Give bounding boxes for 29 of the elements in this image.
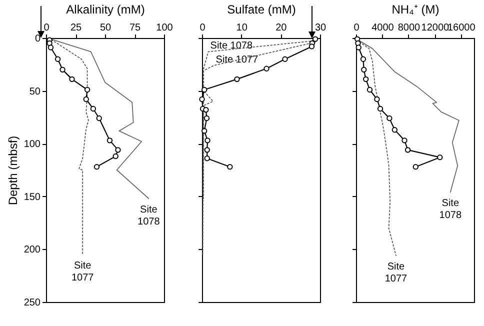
y-tick-label: 100 [24,139,41,150]
series-label: Site 1078 [138,204,160,228]
y-axis-title: Depth (mbsf) [6,136,20,206]
x-tick-label: 10 [236,22,248,34]
series-label: Site 1078 [439,198,462,222]
x-tick-label: 100 [156,22,174,34]
x-tick-label: 0 [44,22,50,34]
x-tick-label: 20 [276,22,288,34]
y-tick-label: 250 [24,298,41,308]
x-axis-title: Alkalinity (mM) [66,2,145,16]
x-tick-label: 8000 [398,22,421,34]
x-tick-label: 50 [100,22,112,34]
y-tick-label: 150 [24,192,41,203]
series-label: Site 1078 [210,40,253,52]
y-tick-label: 0 [34,34,41,44]
x-axis-title: NH₄⁺ (M) [392,2,440,16]
x-tick-label: 16000 [447,22,476,34]
y-tick-label: 200 [24,244,41,256]
x-tick-label: 4000 [372,22,394,34]
x-tick-label: 75 [129,22,141,34]
series-label: Site 1077 [71,260,94,284]
series-label: Site 1077 [384,262,408,285]
x-tick-label: 0 [200,22,206,34]
x-axis-title: Sulfate (mM) [227,2,296,16]
x-tick-label: 30 [314,22,326,34]
x-tick-label: 0 [354,22,360,34]
x-tick-label: 12000 [421,22,450,34]
x-tick-label: 25 [70,22,82,34]
y-tick-label: 50 [29,86,41,98]
